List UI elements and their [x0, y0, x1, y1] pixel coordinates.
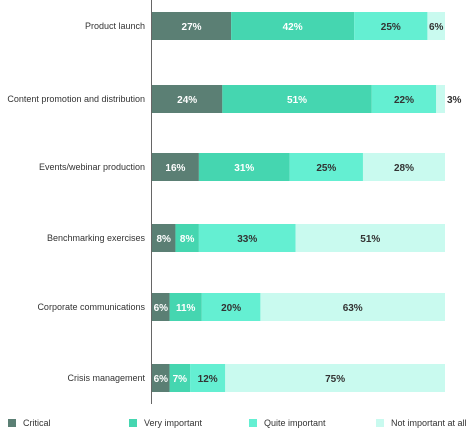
data-label-crisis-management-critical: 6%: [154, 374, 169, 385]
data-label-crisis-management-not-important-at-all: 75%: [325, 374, 345, 385]
data-label-corporate-communications-very-important: 11%: [176, 303, 196, 314]
bar-product-launch-very-important: [231, 12, 355, 40]
legend-swatch-very-important: [129, 419, 137, 427]
data-label-corporate-communications-quite-important: 20%: [221, 303, 241, 314]
bar-events-webinar-production-quite-important: [289, 153, 363, 181]
data-label-events-webinar-production-critical: 16%: [165, 163, 185, 174]
bar-crisis-management-very-important: [169, 364, 191, 392]
data-label-events-webinar-production-quite-important: 25%: [316, 163, 336, 174]
data-label-benchmarking-exercises-not-important-at-all: 51%: [360, 234, 380, 245]
data-label-corporate-communications-critical: 6%: [154, 303, 169, 314]
legend-swatch-quite-important: [249, 419, 257, 427]
bar-events-webinar-production-very-important: [198, 153, 290, 181]
bar-events-webinar-production-critical: [152, 153, 199, 181]
data-label-benchmarking-exercises-quite-important: 33%: [237, 234, 257, 245]
legend-swatch-not-important-at-all: [376, 419, 384, 427]
bar-corporate-communications-very-important: [169, 293, 202, 321]
data-label-corporate-communications-not-important-at-all: 63%: [343, 303, 363, 314]
data-label-content-promotion-and-distribution-not-important-at-all: 3%: [447, 95, 462, 106]
bar-product-launch-critical: [152, 12, 232, 40]
category-label-corporate-communications: Corporate communications: [37, 302, 145, 312]
bar-crisis-management-critical: [152, 364, 170, 392]
bar-corporate-communications-critical: [152, 293, 170, 321]
bar-product-launch-quite-important: [354, 12, 428, 40]
data-label-benchmarking-exercises-very-important: 8%: [180, 234, 195, 245]
bar-corporate-communications-not-important-at-all: [260, 293, 445, 321]
data-label-product-launch-quite-important: 25%: [381, 22, 401, 33]
legend-label-very-important: Very important: [144, 418, 203, 428]
data-label-content-promotion-and-distribution-very-important: 51%: [287, 95, 307, 106]
category-label-benchmarking-exercises: Benchmarking exercises: [47, 233, 146, 243]
category-label-content-promotion-and-distribution: Content promotion and distribution: [7, 94, 145, 104]
bar-content-promotion-and-distribution-critical: [152, 85, 223, 113]
bar-benchmarking-exercises-critical: [152, 224, 176, 252]
data-label-content-promotion-and-distribution-quite-important: 22%: [394, 95, 414, 106]
category-label-product-launch: Product launch: [85, 21, 145, 31]
data-label-content-promotion-and-distribution-critical: 24%: [177, 95, 197, 106]
legend-swatch-critical: [8, 419, 16, 427]
bar-product-launch-not-important-at-all: [427, 12, 445, 40]
data-label-product-launch-very-important: 42%: [283, 22, 303, 33]
data-label-events-webinar-production-very-important: 31%: [234, 163, 254, 174]
legend-label-not-important-at-all: Not important at all: [391, 418, 466, 428]
bar-content-promotion-and-distribution-not-important-at-all: [436, 85, 445, 113]
data-label-events-webinar-production-not-important-at-all: 28%: [394, 163, 414, 174]
category-label-crisis-management: Crisis management: [67, 373, 145, 383]
bar-content-promotion-and-distribution-very-important: [222, 85, 372, 113]
category-label-events-webinar-production: Events/webinar production: [39, 162, 145, 172]
bar-benchmarking-exercises-very-important: [175, 224, 199, 252]
data-label-crisis-management-very-important: 7%: [173, 374, 188, 385]
data-label-crisis-management-quite-important: 12%: [198, 374, 218, 385]
bar-corporate-communications-quite-important: [201, 293, 261, 321]
legend-label-quite-important: Quite important: [264, 418, 326, 428]
data-label-product-launch-critical: 27%: [182, 22, 202, 33]
bar-benchmarking-exercises-quite-important: [198, 224, 296, 252]
bar-crisis-management-not-important-at-all: [225, 364, 445, 392]
bar-crisis-management-quite-important: [190, 364, 226, 392]
legend-label-critical: Critical: [23, 418, 51, 428]
bar-events-webinar-production-not-important-at-all: [362, 153, 445, 181]
data-label-benchmarking-exercises-critical: 8%: [156, 234, 171, 245]
bar-content-promotion-and-distribution-quite-important: [371, 85, 437, 113]
data-label-product-launch-not-important-at-all: 6%: [429, 22, 444, 33]
bar-benchmarking-exercises-not-important-at-all: [295, 224, 445, 252]
